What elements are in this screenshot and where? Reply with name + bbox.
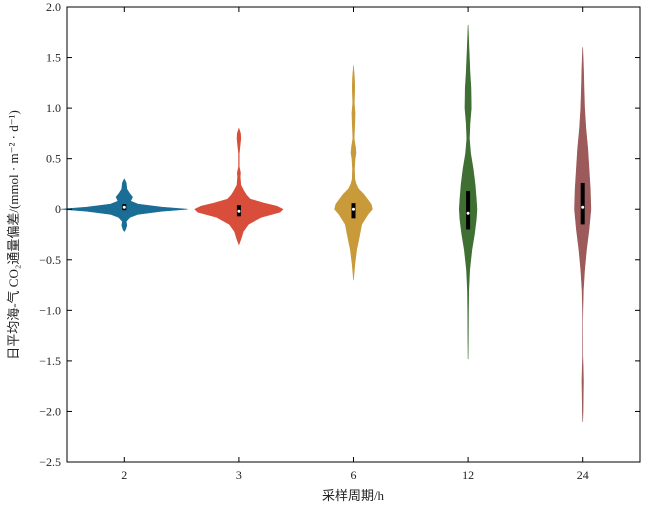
x-tick-label: 6 <box>351 468 357 482</box>
x-axis-title: 采样周期/h <box>322 488 385 503</box>
iqr-box-6 <box>351 203 356 219</box>
median-dot-3 <box>237 209 241 213</box>
x-tick-label: 12 <box>462 468 474 482</box>
y-tick-label: 2.0 <box>46 0 61 14</box>
box-group <box>122 182 585 230</box>
y-tick-label: −2.5 <box>39 455 61 469</box>
median-dot-12 <box>466 211 470 215</box>
x-axis: 2 3 6 12 24 <box>121 7 589 482</box>
violin-24 <box>574 47 592 422</box>
y-tick-label: −0.5 <box>39 253 61 267</box>
y-tick-label: −1.0 <box>39 303 61 317</box>
y-tick-label: −2.0 <box>39 404 61 418</box>
median-dot-24 <box>581 205 585 209</box>
iqr-box-12 <box>466 191 471 230</box>
x-tick-label: 3 <box>236 468 242 482</box>
y-axis-title: 日平均海-气 CO₂通量偏差/(mmol · m⁻² · d⁻¹) <box>6 110 21 360</box>
x-tick-label: 2 <box>121 468 127 482</box>
violin-6 <box>334 65 373 281</box>
y-tick-label: −1.5 <box>39 354 61 368</box>
violin-3 <box>194 128 284 245</box>
median-dot-6 <box>352 207 355 211</box>
x-tick-label: 24 <box>577 468 589 482</box>
y-tick-label: 1.5 <box>46 51 61 65</box>
y-tick-label: 0 <box>55 202 61 216</box>
iqr-box-24 <box>580 182 585 225</box>
median-dot-2 <box>122 205 126 209</box>
violin-group <box>60 24 592 422</box>
y-tick-label: 1.0 <box>46 101 61 115</box>
y-tick-label: 0.5 <box>46 152 61 166</box>
y-axis: −2.5 −2.0 −1.5 −1.0 −0.5 0 0.5 1.0 1.5 2.0 <box>39 0 640 469</box>
